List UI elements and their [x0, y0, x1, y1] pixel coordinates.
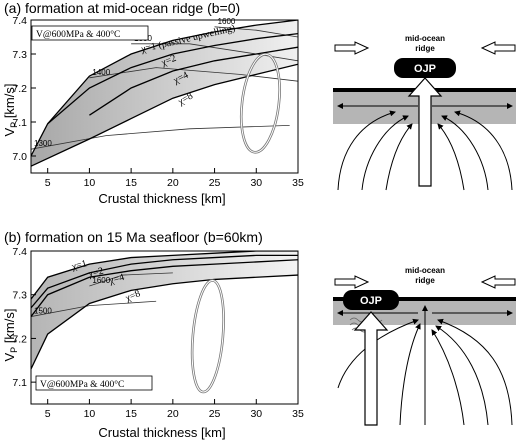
- chart-a-series-line: [89, 46, 298, 116]
- schematic-b-ojp-body: [343, 290, 399, 310]
- chart-b-ytick-label: 7.2: [12, 333, 27, 345]
- chart-b-condition-label: V@600MPa & 400°C: [40, 379, 124, 390]
- chart-a-series-line: [31, 63, 298, 167]
- chart-a-ytick-label: 7.4: [12, 15, 27, 27]
- chart-b-series-label: χ=2: [86, 266, 104, 281]
- chart-b-uncertainty-ellipse-inner: [191, 279, 225, 393]
- chart-a-ylabel-unit: [km/s]: [2, 84, 17, 122]
- chart-a-ytick-label: 7.2: [12, 83, 27, 95]
- schematic-b-streamline: [437, 318, 513, 426]
- schematic-b-ridge-label-2: ridge: [415, 276, 435, 285]
- chart-a-band: [31, 20, 298, 167]
- chart-b-ylabel-main: V: [2, 352, 17, 361]
- chart-b-frame: [30, 250, 299, 405]
- chart-a-xlabel: Crustal thickness [km]: [98, 191, 225, 206]
- chart-b-ylabel-unit: [km/s]: [2, 309, 17, 347]
- schematic-b-streamline: [435, 325, 489, 426]
- chart-a-isotherm-1300: [31, 125, 290, 150]
- schematic-b-plume-arrow: [353, 311, 389, 426]
- schematic-a-ojp-body: [394, 58, 456, 78]
- chart-b-xtick-label: 15: [125, 408, 137, 420]
- chart-b-isotherm-label: 1500: [34, 307, 52, 316]
- chart-a-frame: [30, 19, 299, 174]
- schematic-a-streamline: [454, 110, 513, 191]
- chart-a-isotherm-label: 1600: [218, 17, 236, 26]
- chart-b-xlabel: Crustal thickness [km]: [98, 425, 225, 440]
- chart-a-ytick-label: 7.0: [12, 151, 27, 163]
- schematic-a-streamline: [385, 123, 413, 191]
- schematic-b-plate: [333, 297, 516, 301]
- chart-b-xtick-label: 5: [45, 408, 51, 420]
- schematic-b-spreading-arrow-right: [480, 275, 516, 289]
- schematic-b-spreading-arrow-left: [334, 275, 370, 289]
- chart-a-ytick-label: 7.3: [12, 49, 27, 61]
- chart-a-isotherm-label: 1300: [34, 139, 52, 148]
- chart-b-series-line: [31, 274, 298, 370]
- chart-a-xtick-label: 20: [167, 177, 179, 189]
- chart-a-series-line: [31, 20, 298, 157]
- schematic-a-ridge-label-1: mid-ocean: [405, 34, 445, 43]
- chart-a-condition-label: V@600MPa & 400°C: [36, 29, 120, 40]
- schematic-b: OJP mid-ocean ridge: [333, 266, 516, 426]
- schematic-a-spreading-arrow-right: [480, 41, 516, 55]
- chart-b-series-label: χ=1: [70, 258, 88, 273]
- schematic-b-streamline: [399, 323, 421, 426]
- schematic-a-ojp-label: OJP: [414, 63, 436, 75]
- chart-b-series-label: χ=4: [107, 272, 125, 287]
- chart-a-xtick-label: 10: [84, 177, 96, 189]
- chart-a-ylabel: VP [km/s]: [2, 84, 19, 137]
- chart-b-xtick-label: 25: [209, 408, 221, 420]
- chart-b-title: (b) formation on 15 Ma seafloor (b=60km): [4, 229, 263, 245]
- chart-b-xtick-label: 30: [250, 408, 262, 420]
- chart-b-isotherm-label: 1600: [92, 276, 110, 285]
- chart-b-ylabel-sub: P: [9, 347, 19, 353]
- schematic-a-streamline: [361, 115, 409, 191]
- chart-a-series-line: [47, 32, 298, 125]
- chart-a-condition-box: [31, 25, 149, 41]
- schematic-b-streamline: [431, 329, 465, 426]
- chart-b: (b) formation on 15 Ma seafloor (b=60km)…: [2, 229, 304, 440]
- chart-b-ytick-label: 7.3: [12, 290, 27, 302]
- schematic-a-streamline: [441, 115, 489, 191]
- schematic-a-streamline: [337, 110, 396, 191]
- chart-a-xtick-label: 30: [250, 177, 262, 189]
- schematic-a-streamline: [437, 123, 465, 191]
- chart-a: (a) formation at mid-ocean ridge (b=0) 1…: [2, 0, 304, 206]
- chart-b-series-line: [31, 259, 298, 317]
- schematic-b-ridge-label-1: mid-ocean: [405, 266, 445, 275]
- chart-a-xtick-label: 35: [292, 177, 304, 189]
- chart-a-ylabel-sub: P: [9, 122, 19, 128]
- chart-a-xtick-label: 5: [45, 177, 51, 189]
- chart-a-isotherm-1400: [89, 67, 298, 82]
- chart-a-xtick-label: 15: [125, 177, 137, 189]
- schematic-a-spreading-arrow-left: [334, 41, 370, 55]
- chart-b-ylabel: VP [km/s]: [2, 309, 19, 362]
- chart-a-isotherm-label: 1400: [92, 68, 110, 77]
- chart-a-ytick-label: 7.1: [12, 117, 27, 129]
- schematic-a-plume-arrow: [407, 77, 443, 187]
- chart-a-title: (a) formation at mid-ocean ridge (b=0): [4, 0, 240, 16]
- chart-b-ytick-label: 7.4: [12, 246, 27, 258]
- chart-a-ylabel-main: V: [2, 127, 17, 136]
- schematic-b-ojp-label: OJP: [360, 295, 382, 307]
- chart-b-band: [31, 251, 298, 370]
- chart-b-xtick-label: 35: [292, 408, 304, 420]
- chart-b-series-line: [31, 254, 298, 309]
- schematic-a: OJP mid-ocean ridge: [333, 34, 516, 191]
- chart-b-isotherm-1600: [89, 272, 173, 287]
- schematic-a-ridge-label-2: ridge: [415, 44, 435, 53]
- chart-a-uncertainty-ellipse-inner: [240, 53, 281, 153]
- chart-b-condition-box: [35, 375, 153, 391]
- chart-b-xtick-label: 10: [84, 408, 96, 420]
- chart-b-ytick-label: 7.1: [12, 377, 27, 389]
- chart-b-isotherm-1500: [31, 300, 157, 317]
- chart-b-xtick-label: 20: [167, 408, 179, 420]
- chart-a-xtick-label: 25: [209, 177, 221, 189]
